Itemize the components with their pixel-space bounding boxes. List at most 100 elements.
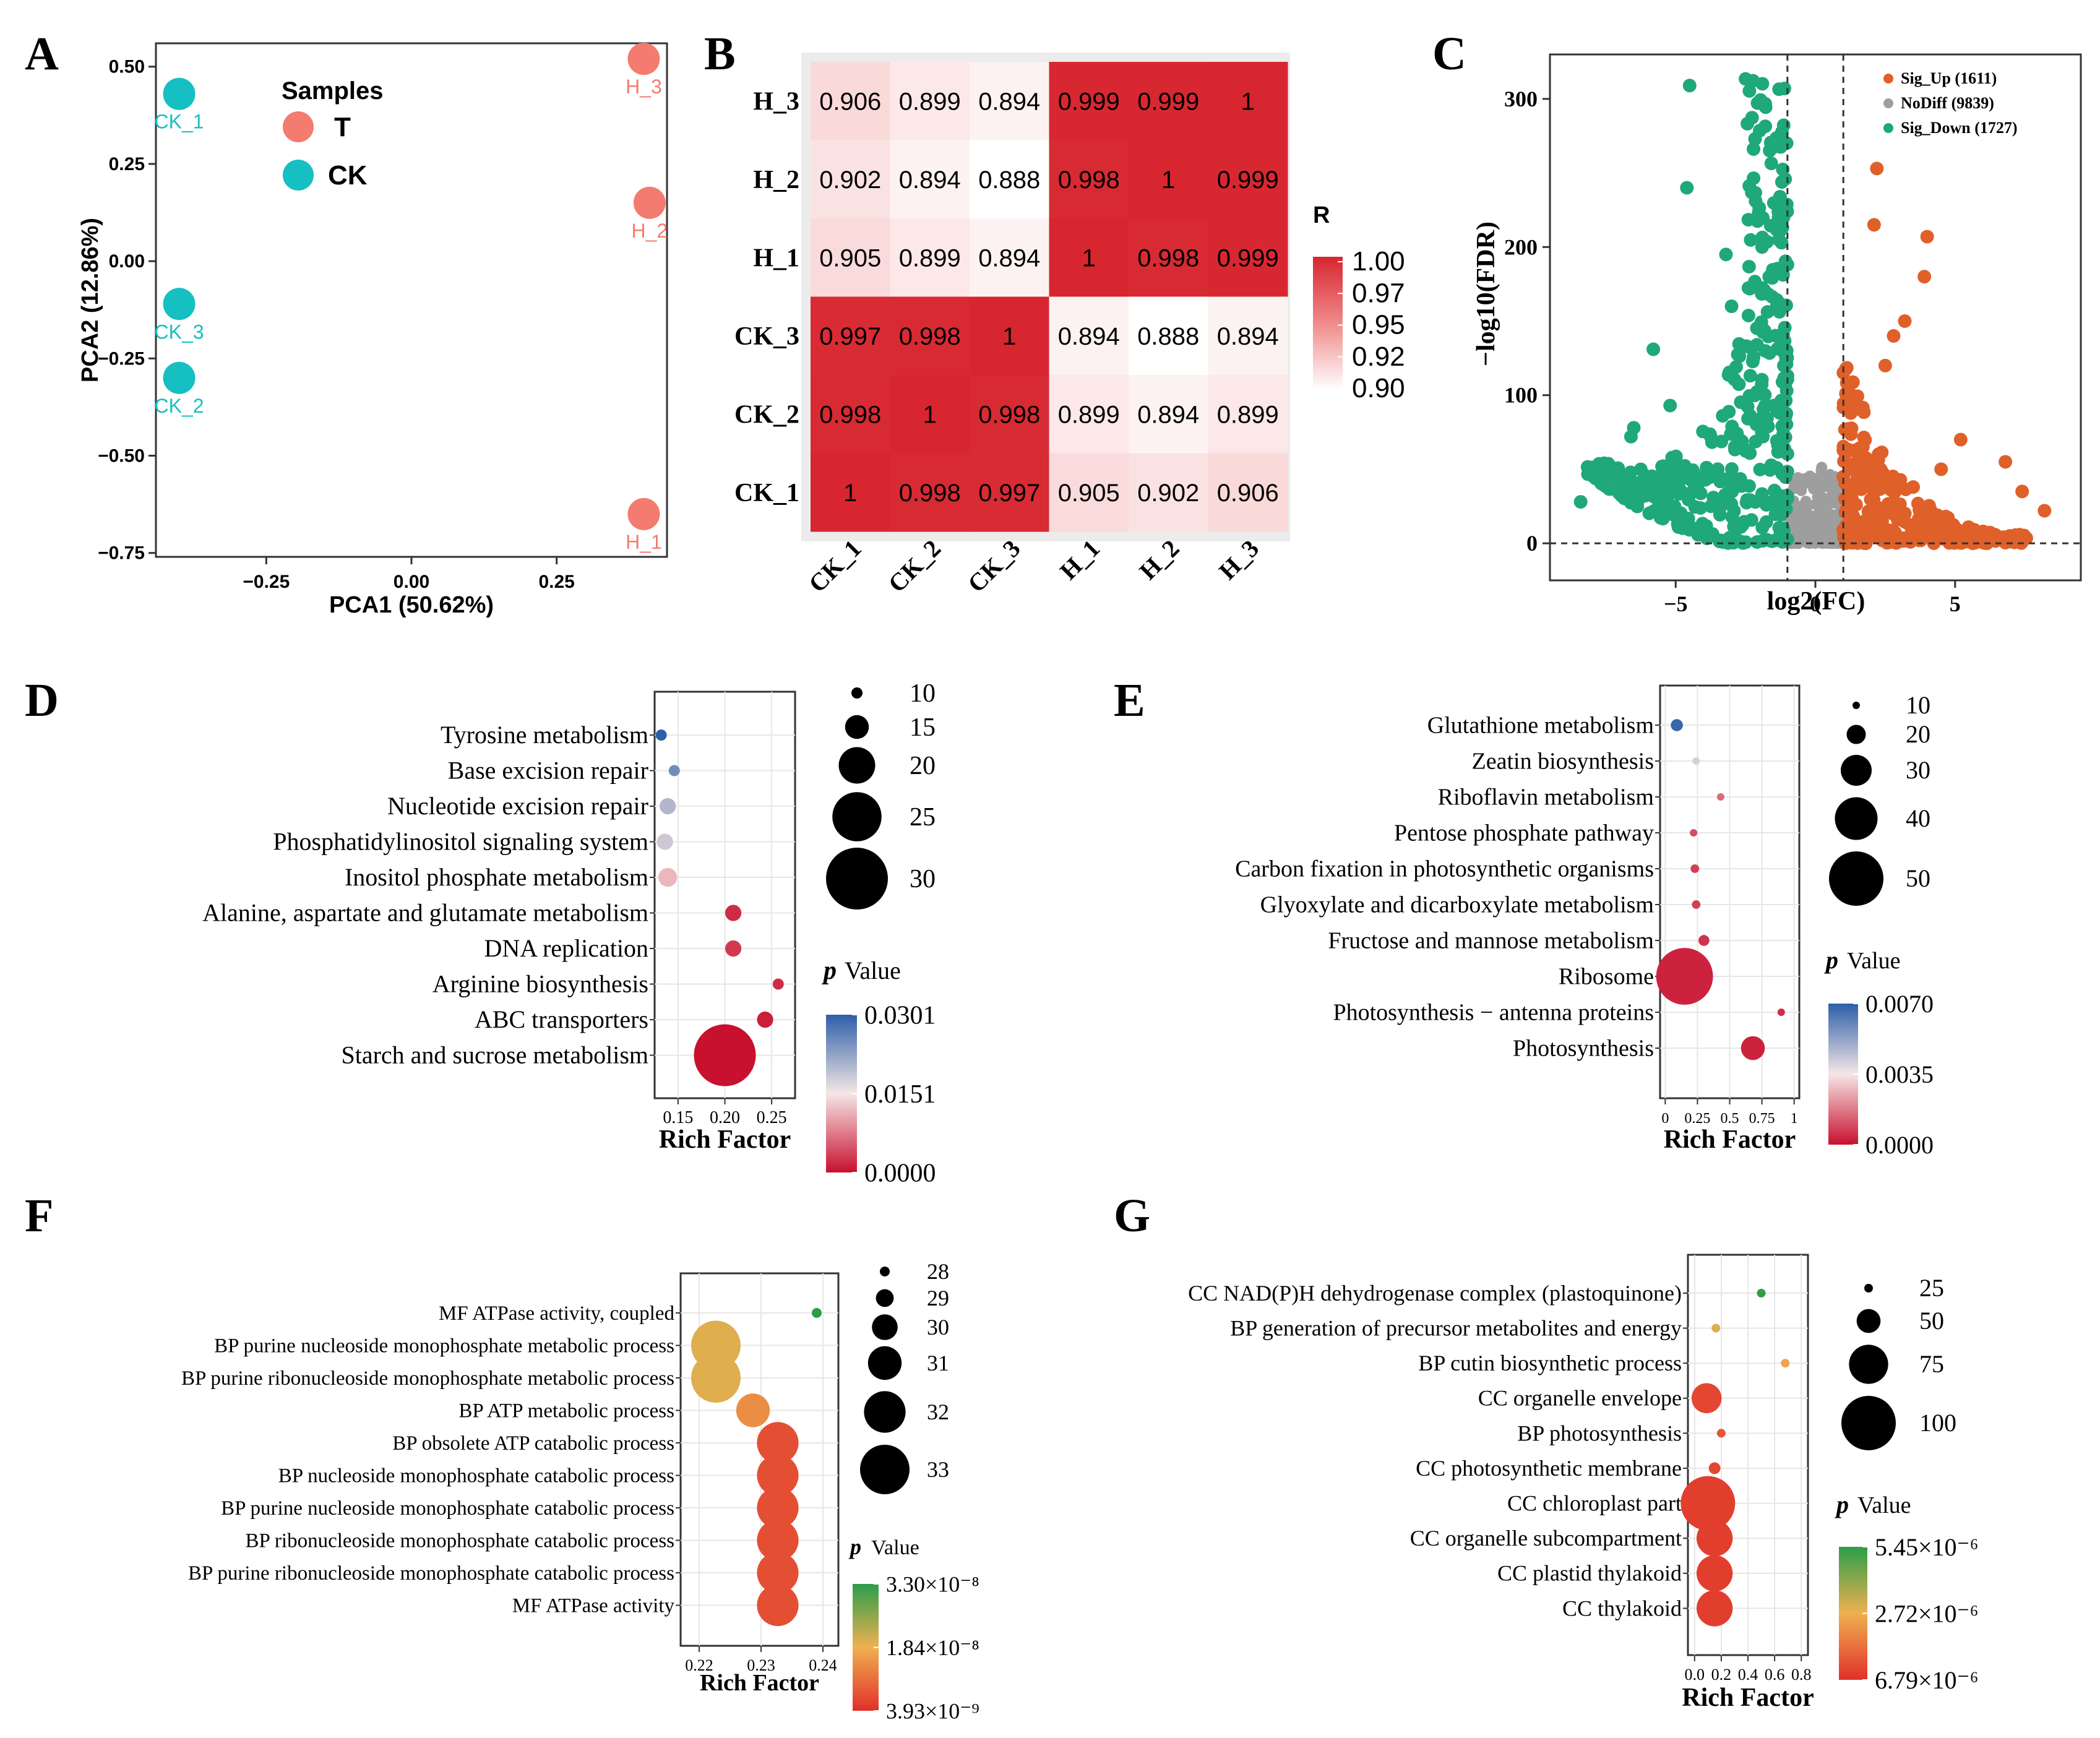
heatmap-cell-value: 1 (1161, 166, 1175, 194)
kegg-e-size-legend-dot (1853, 702, 1860, 709)
go-g-x-axis-label: Rich Factor (1682, 1684, 1814, 1712)
heatmap-col-label: CK_3 (962, 535, 1026, 598)
volcano-point-down (1742, 84, 1757, 98)
go-g-x-tick-label: 0.8 (1791, 1666, 1812, 1684)
heatmap-cell (811, 218, 890, 297)
go-f-size-legend-dot (860, 1445, 910, 1494)
panel-letter-d: D (25, 674, 59, 726)
volcano-point-down (1700, 460, 1714, 475)
pca-point-ck-2 (163, 361, 196, 394)
heatmap-cell-value: 1 (843, 480, 857, 507)
heatmap-cell-value: 0.998 (1058, 166, 1120, 194)
heatmap-cell-value: 0.894 (1058, 323, 1120, 350)
kegg-e-x-tick-label: 0 (1661, 1111, 1669, 1127)
go-f-dot-bp-purine-nucleoside-monophosphate-catabolic-process (757, 1487, 799, 1529)
kegg-e-term-label: Riboflavin metabolism (1438, 785, 1654, 811)
kegg-d-term-label: Alanine, aspartate and glutamate metabol… (202, 899, 648, 927)
go-g-dot-cc-plastid-thylakoid (1696, 1555, 1733, 1591)
volcano-point-down (1755, 534, 1770, 548)
heatmap-cell (970, 453, 1049, 532)
pca-point-ck-1 (163, 77, 196, 110)
heatmap-cell (1208, 296, 1288, 376)
kegg-d-dot-nucleotide-excision-repair (660, 798, 676, 815)
volcano-point-up (1881, 497, 1895, 511)
go-f-term-label: BP purine ribonucleoside monophosphate m… (181, 1367, 674, 1390)
heatmap-cell (970, 140, 1049, 219)
volcano-point-down (1650, 502, 1664, 516)
volcano-point-nodiff (1817, 480, 1828, 492)
volcano-point-down (1779, 502, 1793, 516)
heatmap-col-label: CK_2 (883, 535, 947, 598)
volcano-legend-label-down: Sig_Down (1727) (1901, 119, 2018, 137)
go-f-size-legend-label: 29 (927, 1286, 949, 1310)
go-g-dot-cc-organelle-subcompartment (1696, 1520, 1733, 1557)
go-f-x-tick-label: 0.24 (809, 1656, 837, 1674)
volcano-point-up (1953, 536, 1968, 550)
volcano-point-down (1777, 466, 1791, 480)
pca-x-tick-label: −0.25 (243, 572, 290, 592)
volcano-point-up (1840, 361, 1854, 375)
pca-point-label: CK_1 (155, 111, 204, 133)
pca-plot-frame (155, 42, 668, 558)
go-g-dot-cc-nad-p-h-dehydrogenase-complex-plastoquinone (1757, 1289, 1766, 1297)
volcano-point-nodiff (1821, 494, 1833, 505)
volcano-point-down (1713, 507, 1727, 522)
go-g-colorbar-label: 5.45×10⁻⁶ (1875, 1533, 1979, 1561)
kegg-e-dot-riboflavin-metabolism (1716, 793, 1724, 801)
heatmap-col-label: H_1 (1054, 535, 1105, 585)
volcano-point-nodiff (1812, 491, 1823, 503)
heatmap-cell (1208, 62, 1288, 140)
heatmap-cell-value: 0.902 (819, 166, 881, 194)
kegg-e-term-label: Pentose phosphate pathway (1394, 820, 1654, 846)
heatmap-cell (890, 218, 970, 297)
heatmap-cell (1129, 140, 1208, 219)
volcano-point-down (1627, 421, 1641, 435)
kegg-e-term-label: Ribosome (1559, 964, 1654, 990)
kegg-e-size-legend-label: 10 (1906, 691, 1930, 719)
volcano-point-down (1743, 493, 1757, 507)
volcano-point-down (1754, 315, 1768, 329)
volcano-point-nodiff (1800, 500, 1812, 512)
heatmap-cell (1049, 218, 1129, 297)
pca-point-h-1 (627, 497, 660, 530)
volcano-point-down (1732, 349, 1747, 363)
volcano-point-up (1898, 314, 1912, 328)
go-f-term-label: BP purine nucleoside monophosphate metab… (214, 1335, 674, 1357)
volcano-point-down (1640, 487, 1654, 501)
go-g-term-label: CC plastid thylakoid (1497, 1561, 1682, 1586)
volcano-point-down (1748, 186, 1762, 200)
go-f-colorbar-label: 3.30×10⁻⁸ (886, 1572, 979, 1597)
volcano-point-down (1666, 462, 1680, 476)
volcano-point-up (1906, 480, 1921, 494)
volcano-point-down (1755, 230, 1770, 244)
volcano-point-down (1745, 355, 1760, 369)
heatmap-cell-value: 0.905 (819, 244, 881, 272)
volcano-x-tick-label: 0 (1810, 592, 1821, 616)
volcano-point-down (1741, 213, 1755, 227)
volcano-point-down (1768, 329, 1783, 343)
volcano-point-down (1658, 492, 1672, 506)
heatmap-cell-value: 1 (923, 401, 937, 428)
volcano-legend-label-nodiff: NoDiff (9839) (1901, 94, 1994, 112)
kegg-d-x-tick-label: 0.15 (663, 1108, 693, 1127)
volcano-point-down (1773, 436, 1788, 450)
volcano-point-up (1838, 505, 1853, 520)
go-f-dot-bp-atp-metabolic-process (736, 1393, 770, 1427)
go-f-term-label: BP obsolete ATP catabolic process (392, 1432, 674, 1455)
heatmap-cell (970, 218, 1049, 297)
kegg-e-term-label: Photosynthesis − antenna proteins (1333, 1000, 1654, 1026)
heatmap-cell-value: 0.998 (819, 401, 881, 428)
kegg-d-dot-base-excision-repair (668, 765, 680, 777)
kegg-e-size-legend-label: 30 (1906, 756, 1930, 784)
volcano-point-down (1777, 371, 1791, 385)
volcano-point-down (1744, 233, 1758, 247)
volcano-point-down (1723, 474, 1737, 488)
volcano-point-down (1749, 434, 1763, 449)
heatmap-cell-value: 0.888 (978, 166, 1040, 194)
kegg-e-term-label: Glyoxylate and dicarboxylate metabolism (1260, 892, 1654, 918)
volcano-point-up (2038, 504, 2052, 518)
volcano-point-up (2017, 528, 2031, 543)
kegg-d-term-label: Phosphatidylinositol signaling system (273, 828, 648, 856)
volcano-point-nodiff (1814, 536, 1825, 548)
